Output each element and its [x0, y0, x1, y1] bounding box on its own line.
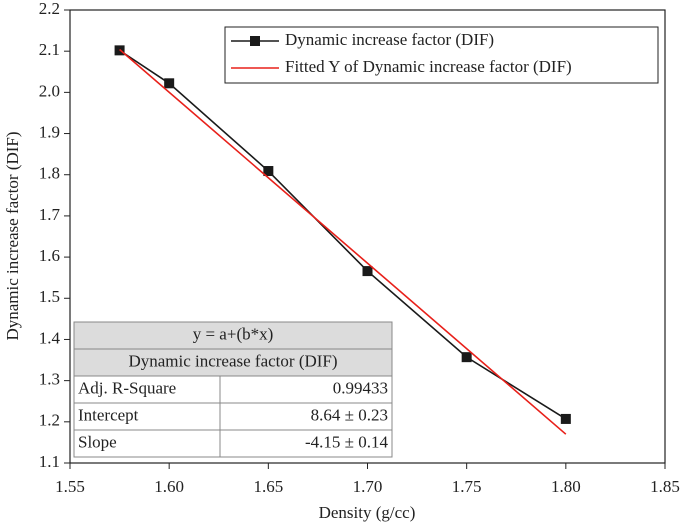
table-header: Dynamic increase factor (DIF)	[128, 351, 337, 370]
legend-marker	[250, 36, 260, 46]
y-tick-label: 1.6	[39, 246, 60, 265]
y-tick-label: 1.9	[39, 122, 60, 141]
x-tick-label: 1.60	[154, 477, 184, 496]
table-key: Slope	[78, 432, 117, 451]
series-line	[119, 48, 567, 435]
x-axis-label: Density (g/cc)	[319, 503, 416, 522]
table-row	[73, 429, 393, 458]
y-tick-label: 2.0	[39, 81, 60, 100]
table-value: 0.99433	[333, 378, 388, 397]
data-point	[164, 78, 175, 89]
x-tick-label: 1.85	[650, 477, 680, 496]
table-value: 8.64 ± 0.23	[311, 405, 388, 424]
x-tick-label: 1.75	[452, 477, 482, 496]
y-tick-label: 2.1	[39, 40, 60, 59]
legend-label: Fitted Y of Dynamic increase factor (DIF…	[285, 57, 572, 76]
y-tick-label: 1.3	[39, 370, 60, 389]
table-value: -4.15 ± 0.14	[305, 432, 388, 451]
table-row	[73, 402, 393, 431]
y-tick-label: 1.5	[39, 287, 60, 306]
legend-box	[224, 26, 659, 84]
data-point	[263, 166, 274, 177]
y-tick-label: 2.2	[39, 0, 60, 18]
data-point	[362, 266, 373, 277]
y-tick-label: 1.4	[39, 328, 61, 347]
y-tick-label: 1.7	[39, 205, 61, 224]
x-tick-label: 1.65	[253, 477, 283, 496]
x-tick-label: 1.70	[353, 477, 383, 496]
table-key: Adj. R-Square	[78, 378, 176, 397]
y-tick-label: 1.2	[39, 411, 60, 430]
y-axis-label: Dynamic increase factor (DIF)	[3, 131, 22, 340]
table-equation: y = a+(b*x)	[193, 324, 274, 343]
x-tick-label: 1.80	[551, 477, 581, 496]
data-point	[461, 352, 472, 363]
data-point	[560, 413, 571, 424]
y-tick-label: 1.1	[39, 452, 60, 471]
y-tick-label: 1.8	[39, 164, 60, 183]
legend-label: Dynamic increase factor (DIF)	[285, 30, 494, 49]
x-tick-label: 1.55	[55, 477, 85, 496]
table-key: Intercept	[78, 405, 139, 424]
